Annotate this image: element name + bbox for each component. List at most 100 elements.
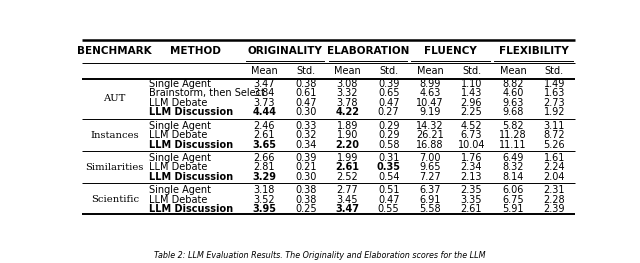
Text: LLM Discussion: LLM Discussion bbox=[149, 172, 233, 182]
Text: 0.27: 0.27 bbox=[378, 108, 399, 118]
Text: 6.73: 6.73 bbox=[461, 130, 482, 140]
Text: 0.32: 0.32 bbox=[295, 130, 317, 140]
Text: 1.99: 1.99 bbox=[337, 153, 358, 163]
Text: 0.29: 0.29 bbox=[378, 130, 399, 140]
Text: Single Agent: Single Agent bbox=[149, 121, 211, 131]
Text: 0.30: 0.30 bbox=[295, 172, 317, 182]
Text: Std.: Std. bbox=[545, 66, 564, 76]
Text: 3.95: 3.95 bbox=[252, 204, 276, 214]
Text: 1.90: 1.90 bbox=[337, 130, 358, 140]
Text: 8.99: 8.99 bbox=[419, 79, 441, 89]
Text: BENCHMARK: BENCHMARK bbox=[77, 46, 152, 56]
Text: 0.54: 0.54 bbox=[378, 172, 399, 182]
Text: 2.20: 2.20 bbox=[335, 140, 359, 150]
Text: 4.52: 4.52 bbox=[461, 121, 483, 131]
Text: 9.68: 9.68 bbox=[502, 108, 524, 118]
Text: 6.91: 6.91 bbox=[419, 195, 441, 205]
Text: 8.82: 8.82 bbox=[502, 79, 524, 89]
Text: 8.14: 8.14 bbox=[502, 172, 524, 182]
Text: 3.45: 3.45 bbox=[337, 195, 358, 205]
Text: 3.47: 3.47 bbox=[335, 204, 359, 214]
Text: 2.73: 2.73 bbox=[543, 98, 565, 108]
Text: 2.34: 2.34 bbox=[461, 162, 482, 172]
Text: LLM Discussion: LLM Discussion bbox=[149, 108, 233, 118]
Text: 0.58: 0.58 bbox=[378, 140, 399, 150]
Text: 6.49: 6.49 bbox=[502, 153, 524, 163]
Text: 3.32: 3.32 bbox=[337, 88, 358, 98]
Text: Similarities: Similarities bbox=[86, 163, 144, 172]
Text: 3.52: 3.52 bbox=[253, 195, 275, 205]
Text: 0.47: 0.47 bbox=[378, 195, 399, 205]
Text: 5.58: 5.58 bbox=[419, 204, 441, 214]
Text: 0.51: 0.51 bbox=[378, 185, 399, 195]
Text: 26.21: 26.21 bbox=[416, 130, 444, 140]
Text: 6.37: 6.37 bbox=[419, 185, 441, 195]
Text: 11.28: 11.28 bbox=[499, 130, 527, 140]
Text: 0.33: 0.33 bbox=[295, 121, 317, 131]
Text: 3.78: 3.78 bbox=[337, 98, 358, 108]
Text: 3.18: 3.18 bbox=[253, 185, 275, 195]
Text: 0.21: 0.21 bbox=[295, 162, 317, 172]
Text: 4.22: 4.22 bbox=[335, 108, 359, 118]
Text: 2.25: 2.25 bbox=[461, 108, 483, 118]
Text: 0.47: 0.47 bbox=[378, 98, 399, 108]
Text: 5.26: 5.26 bbox=[543, 140, 565, 150]
Text: 6.75: 6.75 bbox=[502, 195, 524, 205]
Text: 2.13: 2.13 bbox=[461, 172, 482, 182]
Text: Std.: Std. bbox=[462, 66, 481, 76]
Text: 2.77: 2.77 bbox=[337, 185, 358, 195]
Text: 3.47: 3.47 bbox=[253, 79, 275, 89]
Text: Mean: Mean bbox=[251, 66, 278, 76]
Text: 9.65: 9.65 bbox=[419, 162, 441, 172]
Text: Mean: Mean bbox=[417, 66, 444, 76]
Text: 9.19: 9.19 bbox=[419, 108, 441, 118]
Text: 0.61: 0.61 bbox=[295, 88, 317, 98]
Text: 2.52: 2.52 bbox=[337, 172, 358, 182]
Text: LLM Discussion: LLM Discussion bbox=[149, 204, 233, 214]
Text: 10.47: 10.47 bbox=[416, 98, 444, 108]
Text: METHOD: METHOD bbox=[170, 46, 221, 56]
Text: 0.29: 0.29 bbox=[378, 121, 399, 131]
Text: Instances: Instances bbox=[90, 131, 139, 140]
Text: 2.04: 2.04 bbox=[543, 172, 565, 182]
Text: 6.06: 6.06 bbox=[502, 185, 524, 195]
Text: 0.30: 0.30 bbox=[295, 108, 317, 118]
Text: LLM Discussion: LLM Discussion bbox=[149, 140, 233, 150]
Text: 1.63: 1.63 bbox=[543, 88, 565, 98]
Text: FLUENCY: FLUENCY bbox=[424, 46, 477, 56]
Text: 0.39: 0.39 bbox=[295, 153, 317, 163]
Text: 0.65: 0.65 bbox=[378, 88, 399, 98]
Text: Single Agent: Single Agent bbox=[149, 79, 211, 89]
Text: Brainstorm, then Select: Brainstorm, then Select bbox=[149, 88, 265, 98]
Text: 3.73: 3.73 bbox=[253, 98, 275, 108]
Text: 2.81: 2.81 bbox=[253, 162, 275, 172]
Text: 2.61: 2.61 bbox=[461, 204, 482, 214]
Text: 2.35: 2.35 bbox=[461, 185, 483, 195]
Text: ORIGINALITY: ORIGINALITY bbox=[248, 46, 323, 56]
Text: 4.60: 4.60 bbox=[502, 88, 524, 98]
Text: Scientific: Scientific bbox=[91, 195, 139, 204]
Text: 3.29: 3.29 bbox=[252, 172, 276, 182]
Text: 0.55: 0.55 bbox=[378, 204, 399, 214]
Text: 0.31: 0.31 bbox=[378, 153, 399, 163]
Text: LLM Debate: LLM Debate bbox=[149, 195, 207, 205]
Text: 11.11: 11.11 bbox=[499, 140, 527, 150]
Text: 2.39: 2.39 bbox=[543, 204, 565, 214]
Text: 14.32: 14.32 bbox=[416, 121, 444, 131]
Text: FLEXIBILITY: FLEXIBILITY bbox=[499, 46, 568, 56]
Text: 9.63: 9.63 bbox=[502, 98, 524, 108]
Text: LLM Debate: LLM Debate bbox=[149, 98, 207, 108]
Text: 3.84: 3.84 bbox=[253, 88, 275, 98]
Text: 1.76: 1.76 bbox=[461, 153, 482, 163]
Text: 0.34: 0.34 bbox=[295, 140, 317, 150]
Text: 0.39: 0.39 bbox=[378, 79, 399, 89]
Text: Mean: Mean bbox=[334, 66, 360, 76]
Text: 1.43: 1.43 bbox=[461, 88, 482, 98]
Text: LLM Debate: LLM Debate bbox=[149, 130, 207, 140]
Text: Single Agent: Single Agent bbox=[149, 153, 211, 163]
Text: 10.04: 10.04 bbox=[458, 140, 485, 150]
Text: Single Agent: Single Agent bbox=[149, 185, 211, 195]
Text: 8.32: 8.32 bbox=[502, 162, 524, 172]
Text: 4.44: 4.44 bbox=[252, 108, 276, 118]
Text: 4.63: 4.63 bbox=[419, 88, 441, 98]
